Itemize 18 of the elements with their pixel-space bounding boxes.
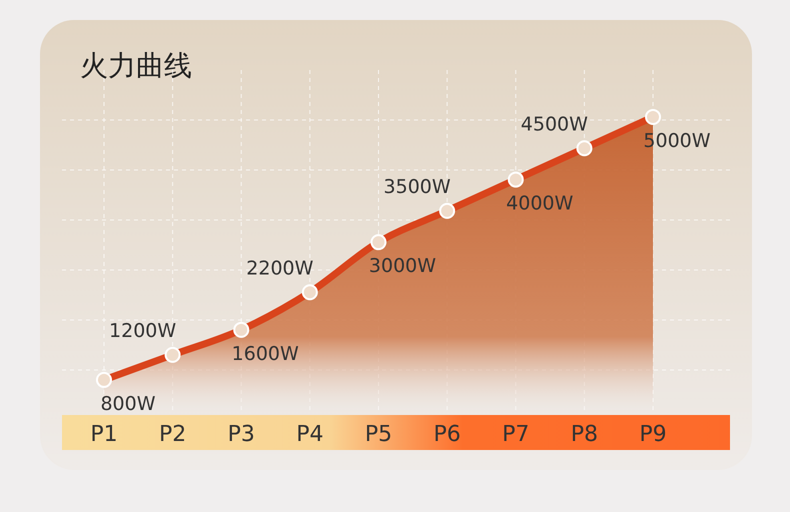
data-label: 4500W: [520, 113, 588, 136]
x-tick-label: P3: [228, 422, 255, 447]
x-tick-label: P2: [158, 422, 186, 447]
x-tick-label: P5: [364, 422, 392, 447]
data-label: 3500W: [384, 176, 451, 198]
x-tick-label: P9: [639, 422, 667, 447]
data-label: 1600W: [232, 342, 300, 365]
data-label: 4000W: [506, 192, 574, 215]
data-label: 1200W: [109, 320, 176, 342]
x-tick-label: P1: [90, 422, 118, 447]
data-label: 800W: [100, 392, 156, 415]
chart-title: 火力曲线: [80, 49, 192, 82]
data-label: 2200W: [246, 257, 314, 280]
x-tick-label: P7: [502, 422, 530, 447]
data-label: 3000W: [368, 255, 436, 278]
x-tick-label: P4: [296, 422, 324, 447]
x-tick-label: P8: [570, 422, 598, 447]
x-tick-label: P6: [433, 422, 461, 447]
